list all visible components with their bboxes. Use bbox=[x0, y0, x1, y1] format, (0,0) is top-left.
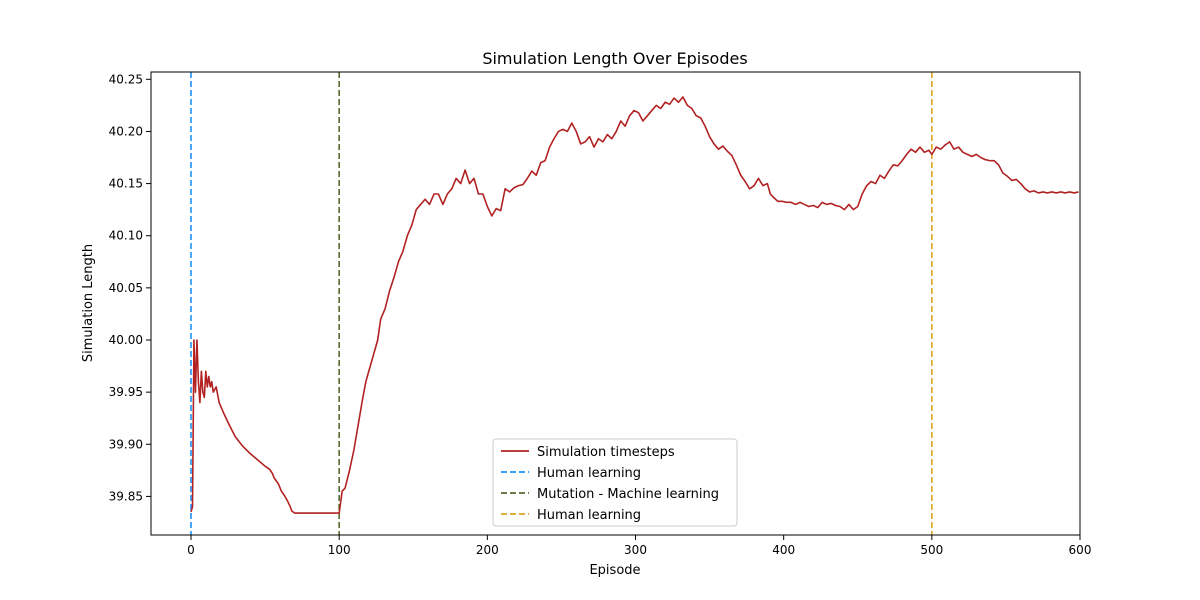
x-tick-label-1: 100 bbox=[328, 543, 351, 557]
x-tick-label-6: 600 bbox=[1069, 543, 1092, 557]
y-tick-label-5: 40.10 bbox=[109, 229, 143, 243]
x-tick-label-2: 200 bbox=[476, 543, 499, 557]
y-tick-label-1: 39.90 bbox=[109, 437, 143, 451]
y-axis-ticks: 39.85 39.90 39.95 40.00 40.05 40.10 40.15 40.20… bbox=[109, 72, 151, 503]
series-line-0 bbox=[190, 96, 1079, 514]
legend: Simulation timesteps Human learning Mutati… bbox=[492, 438, 738, 527]
y-tick-label-8: 40.25 bbox=[109, 72, 143, 86]
x-tick-label-3: 300 bbox=[624, 543, 647, 557]
legend-label-3: Human learning bbox=[537, 508, 641, 523]
y-tick-label-6: 40.15 bbox=[109, 177, 143, 191]
vertical-reference-lines bbox=[190, 72, 933, 535]
x-tick-label-4: 400 bbox=[772, 543, 795, 557]
x-tick-label-5: 500 bbox=[920, 543, 943, 557]
legend-entries: Simulation timesteps Human learning Mutati… bbox=[501, 445, 719, 523]
y-tick-label-7: 40.20 bbox=[109, 124, 143, 138]
y-axis-label: Simulation Length bbox=[81, 244, 96, 362]
series-layer bbox=[190, 96, 1079, 514]
chart-title: Simulation Length Over Episodes bbox=[482, 49, 747, 68]
y-tick-label-3: 40.00 bbox=[109, 333, 143, 347]
legend-box bbox=[492, 438, 738, 527]
x-tick-label-0: 0 bbox=[187, 543, 195, 557]
legend-label-1: Human learning bbox=[537, 466, 641, 481]
x-axis-ticks: 0 100 200 300 400 500 600 bbox=[187, 535, 1091, 557]
y-tick-label-2: 39.95 bbox=[109, 385, 143, 399]
y-tick-label-0: 39.85 bbox=[109, 489, 143, 503]
x-axis-label: Episode bbox=[589, 563, 640, 578]
legend-label-0: Simulation timesteps bbox=[537, 445, 675, 460]
y-tick-label-4: 40.05 bbox=[109, 281, 143, 295]
plot-frame bbox=[150, 71, 1081, 536]
legend-label-2: Mutation - Machine learning bbox=[537, 487, 719, 502]
